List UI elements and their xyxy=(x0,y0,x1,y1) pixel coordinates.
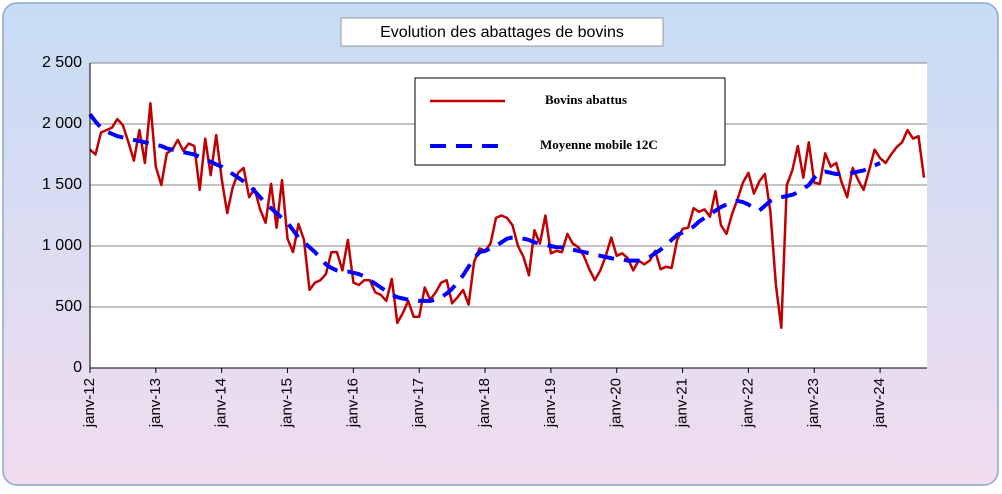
chart-title: Evolution des abattages de bovins xyxy=(380,24,624,41)
y-tick-label: 1 000 xyxy=(42,237,82,254)
series-line xyxy=(88,113,881,303)
legend: Bovins abattus Moyenne mobile 12C xyxy=(430,92,658,152)
x-tick-label: janv-21 xyxy=(674,378,691,428)
x-tick-label: janv-19 xyxy=(542,378,559,428)
x-tick-label: janv-13 xyxy=(147,378,164,428)
x-tick-label: janv-16 xyxy=(344,378,361,428)
lines xyxy=(88,102,926,329)
y-tick-label: 2 500 xyxy=(42,54,82,71)
x-tick-label: janv-23 xyxy=(805,378,822,428)
x-tick-label: janv-20 xyxy=(608,378,625,428)
x-tick-label: janv-18 xyxy=(476,378,493,428)
y-tick-label: 2 000 xyxy=(42,115,82,132)
x-tick-label: janv-17 xyxy=(410,378,427,428)
legend-label: Bovins abattus xyxy=(545,92,627,107)
title-box xyxy=(340,17,664,47)
x-tick-label: janv-15 xyxy=(278,378,295,428)
y-tick-label: 1 500 xyxy=(42,176,82,193)
x-tick-label: janv-22 xyxy=(739,378,756,428)
series-line xyxy=(89,102,926,329)
legend-box xyxy=(414,77,726,166)
y-tick-label: 500 xyxy=(55,298,82,315)
legend-label: Moyenne mobile 12C xyxy=(540,137,658,152)
x-tick-label: janv-14 xyxy=(213,378,230,428)
x-tick-label: janv-24 xyxy=(871,378,888,428)
x-tick-label: janv-12 xyxy=(81,378,98,428)
y-tick-label: 0 xyxy=(73,359,82,376)
